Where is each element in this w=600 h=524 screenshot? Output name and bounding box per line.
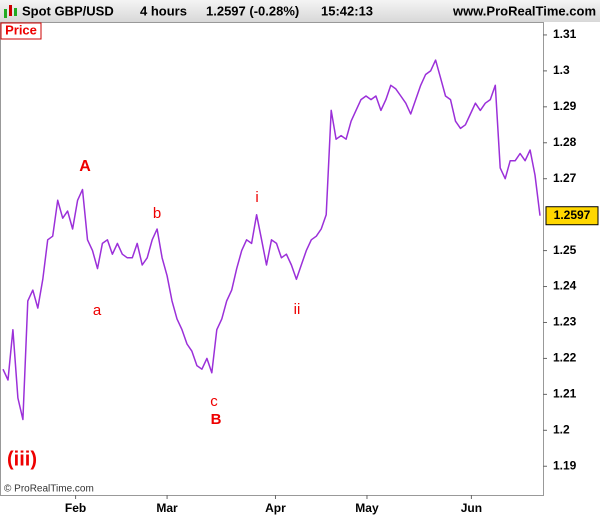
header-bar — [0, 0, 600, 22]
timeframe: 4 hours — [140, 3, 187, 18]
header-time: 15:42:13 — [321, 3, 373, 18]
wave-label: i — [255, 189, 258, 206]
last-price-label: 1.2597 — [554, 208, 591, 222]
y-tick-label: 1.27 — [553, 171, 577, 185]
y-tick-label: 1.3 — [553, 63, 570, 77]
header-price: 1.2597 (-0.28%) — [206, 3, 299, 18]
last-price-box — [545, 206, 599, 226]
wave-label: B — [211, 411, 222, 428]
x-tick-label: May — [355, 501, 379, 515]
wave-label: b — [153, 205, 161, 222]
x-tick-label: Jun — [461, 501, 482, 515]
y-tick-label: 1.24 — [553, 279, 577, 293]
copyright: © ProRealTime.com — [4, 484, 94, 495]
icon — [4, 9, 7, 18]
x-tick-label: Feb — [65, 501, 86, 515]
y-tick-label: 1.2 — [553, 422, 570, 436]
y-tick-label: 1.21 — [553, 387, 577, 401]
icon — [14, 8, 17, 16]
price-line — [2, 59, 541, 421]
wave-label: A — [79, 158, 91, 175]
wave-label: (iii) — [7, 448, 37, 470]
panel-label: Price — [5, 22, 37, 37]
x-tick-label: Apr — [265, 501, 286, 515]
wave-label: ii — [294, 301, 301, 318]
icon — [9, 5, 12, 16]
x-tick-label: Mar — [156, 501, 178, 515]
y-tick-label: 1.19 — [553, 458, 577, 472]
y-tick-label: 1.31 — [553, 27, 577, 41]
y-tick-label: 1.28 — [553, 135, 577, 149]
y-tick-label: 1.22 — [553, 351, 577, 365]
instrument: Spot GBP/USD — [22, 3, 114, 18]
wave-label: a — [93, 302, 102, 319]
y-tick-label: 1.23 — [553, 315, 577, 329]
y-tick-label: 1.25 — [553, 243, 577, 257]
panel-label-box — [0, 22, 42, 40]
plot-frame — [0, 22, 544, 496]
wave-label: c — [210, 393, 218, 410]
site: www.ProRealTime.com — [452, 3, 596, 18]
y-tick-label: 1.29 — [553, 99, 577, 113]
